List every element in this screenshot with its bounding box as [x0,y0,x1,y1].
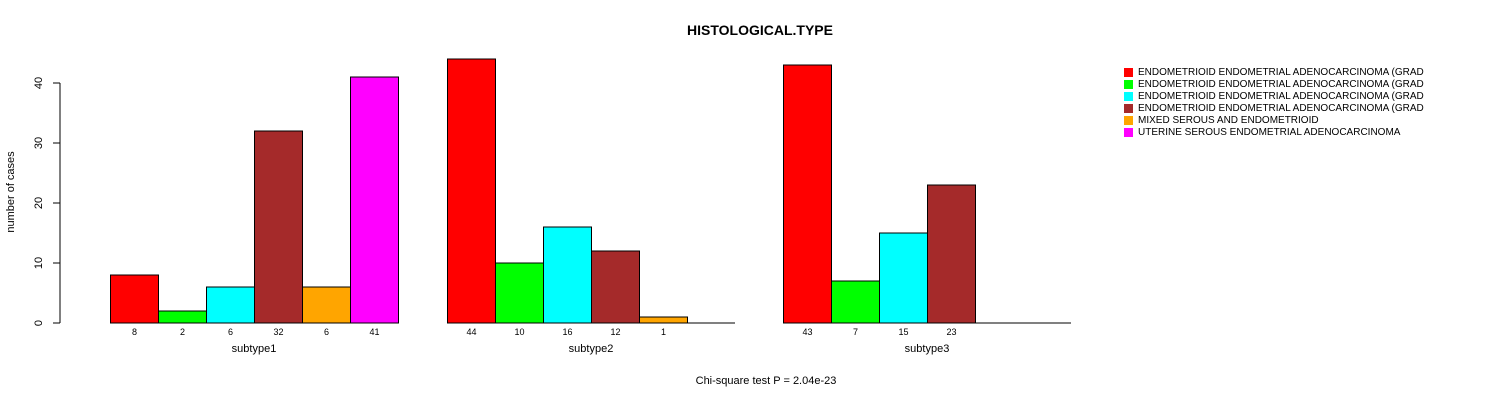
bar [495,262,544,324]
y-tick-label: 30 [33,137,45,149]
legend-label: ENDOMETRIOID ENDOMETRIAL ADENOCARCINOMA … [1138,90,1424,102]
bar-value-label: 23 [946,327,956,337]
bar [206,286,255,324]
legend-item: ENDOMETRIOID ENDOMETRIAL ADENOCARCINOMA … [1124,78,1462,90]
legend: ENDOMETRIOID ENDOMETRIAL ADENOCARCINOMA … [1124,66,1462,138]
legend-label: ENDOMETRIOID ENDOMETRIAL ADENOCARCINOMA … [1138,78,1424,90]
legend-item: UTERINE SEROUS ENDOMETRIAL ADENOCARCINOM… [1124,126,1462,138]
bar-value-label: 44 [466,327,476,337]
bar [591,250,640,324]
panel-subtype1: 8 2 6 32 6 41 subtype1 [110,76,399,355]
bar [927,184,976,324]
bar-panels: 8 2 6 32 6 41 subtype1 44 10 16 12 1 subtype2 43 7 15 23… [110,58,1071,355]
bar-value-label: 2 [180,327,185,337]
legend-label: UTERINE SEROUS ENDOMETRIAL ADENOCARCINOM… [1138,126,1401,138]
bar [158,310,207,324]
bar-value-label: 10 [514,327,524,337]
legend-item: MIXED SEROUS AND ENDOMETRIOID [1124,114,1462,126]
bar-value-label: 8 [132,327,137,337]
bar-value-label: 7 [853,327,858,337]
chart-title: HISTOLOGICAL.TYPE [687,22,833,38]
bar [254,130,303,324]
bar [831,280,880,324]
bar [783,64,832,324]
chi-square-label: Chi-square test P = 2.04e-23 [696,375,837,387]
panel-subtype3: 43 7 15 23 subtype3 [783,64,1071,355]
y-axis-label: number of cases [5,151,17,233]
bar-value-label: 43 [802,327,812,337]
legend-label: MIXED SEROUS AND ENDOMETRIOID [1138,114,1319,126]
bar [879,232,928,324]
bar-value-label: 32 [273,327,283,337]
bar-value-label: 6 [324,327,329,337]
legend-swatch [1124,115,1133,125]
legend-label: ENDOMETRIOID ENDOMETRIAL ADENOCARCINOMA … [1138,66,1424,78]
bar-value-label: 15 [898,327,908,337]
legend-swatch [1124,127,1133,137]
y-tick-label: 0 [33,320,45,326]
bar [447,58,496,324]
y-tick-label: 20 [33,197,45,209]
legend-swatch [1124,79,1133,89]
legend-swatch [1124,67,1133,77]
bar-value-label: 6 [228,327,233,337]
group-label: subtype3 [905,343,950,355]
panel-subtype2: 44 10 16 12 1 subtype2 [447,58,735,355]
bar-value-label: 16 [562,327,572,337]
y-axis: 0 10 20 30 40 [33,77,61,326]
legend-item: ENDOMETRIOID ENDOMETRIAL ADENOCARCINOMA … [1124,102,1462,114]
bar [543,226,592,324]
bar [110,274,159,324]
bar-value-label: 1 [661,327,666,337]
bar [350,76,399,324]
group-label: subtype1 [232,343,277,355]
y-tick-label: 40 [33,77,45,89]
bar-value-label: 12 [610,327,620,337]
legend-swatch [1124,91,1133,101]
bar-value-label: 41 [369,327,379,337]
legend-swatch [1124,103,1133,113]
group-label: subtype2 [569,343,614,355]
legend-item: ENDOMETRIOID ENDOMETRIAL ADENOCARCINOMA … [1124,66,1462,78]
bar [302,286,351,324]
legend-label: ENDOMETRIOID ENDOMETRIAL ADENOCARCINOMA … [1138,102,1424,114]
bar [639,316,688,324]
legend-item: ENDOMETRIOID ENDOMETRIAL ADENOCARCINOMA … [1124,90,1462,102]
y-tick-label: 10 [33,257,45,269]
